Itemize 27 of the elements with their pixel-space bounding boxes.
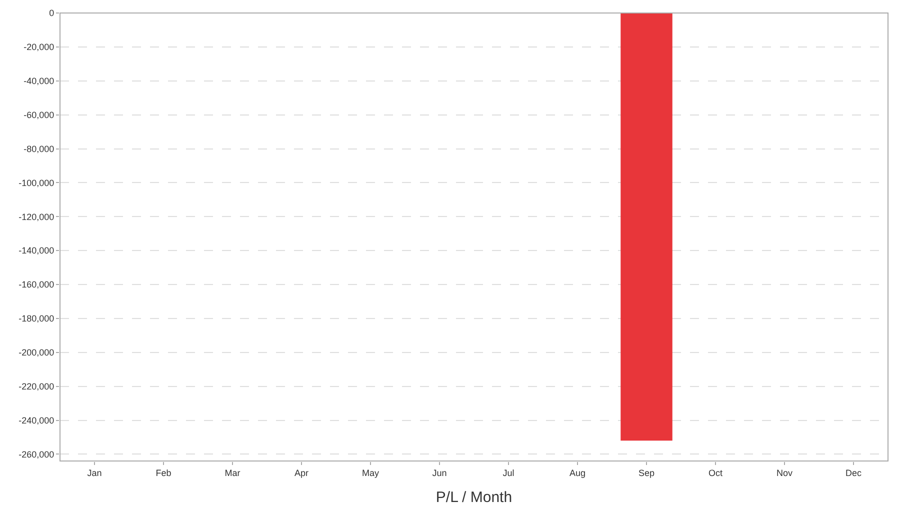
y-tick-label: -80,000 [24,144,54,154]
x-axis-title: P/L / Month [436,488,512,506]
x-tick-label: Jun [432,468,447,478]
y-tick-label: -120,000 [18,212,54,222]
y-tick-label: -180,000 [18,314,54,324]
x-tick-label: May [362,468,380,478]
y-tick-label: -60,000 [24,110,54,120]
y-tick-label: -140,000 [18,246,54,256]
x-tick-label: Aug [569,468,586,478]
x-tick-label: Oct [708,468,723,478]
x-tick-label: Sep [638,468,655,478]
x-tick-label: Feb [156,468,172,478]
x-tick-label: Apr [294,468,309,478]
y-tick-label: -240,000 [18,415,54,426]
x-tick-label: Jan [87,468,102,478]
y-tick-label: -220,000 [18,381,54,392]
y-tick-label: -20,000 [24,42,54,52]
y-tick-label: -200,000 [18,348,54,358]
x-tick-label: Dec [845,468,862,478]
y-tick-label: -40,000 [24,76,54,86]
y-tick-label: -260,000 [18,449,54,460]
x-tick-label: Mar [224,468,240,478]
x-tick-label: Jul [502,468,514,478]
y-tick-label: 0 [49,8,54,18]
x-tick-label: Nov [776,468,793,478]
y-tick-label: -100,000 [18,178,54,188]
y-tick-label: -160,000 [18,280,54,290]
